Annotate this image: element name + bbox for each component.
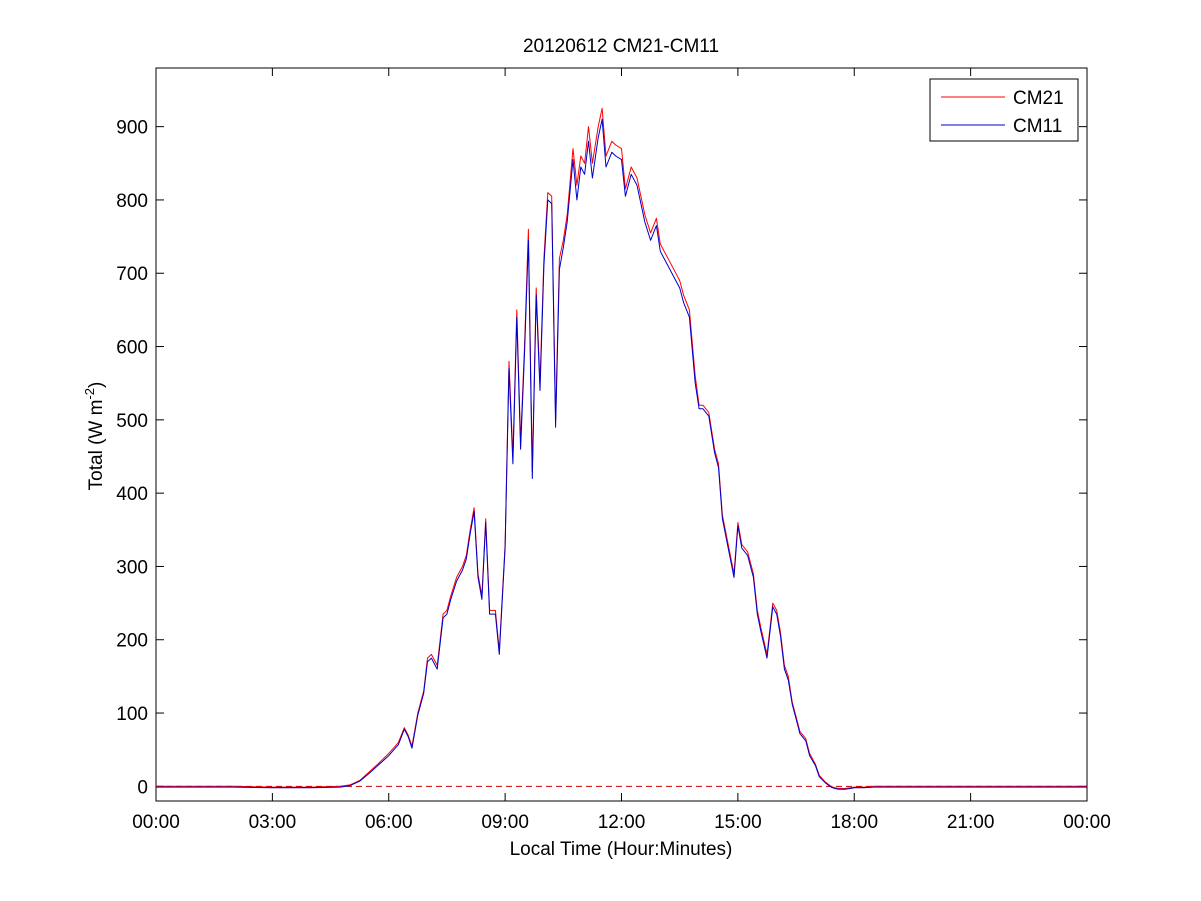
y-tick-label: 200 xyxy=(116,631,148,652)
x-tick-label: 09:00 xyxy=(481,812,529,833)
x-tick-label: 12:00 xyxy=(598,812,646,833)
legend-box xyxy=(929,78,1079,142)
y-axis-title: Total (W m-2) xyxy=(82,382,107,491)
y-tick-label: 600 xyxy=(116,338,148,359)
legend-label-cm11: CM11 xyxy=(1013,116,1062,137)
chart-title: 20120612 CM21-CM11 xyxy=(523,36,719,57)
y-axis-title-close: ) xyxy=(86,382,107,388)
y-axis-ticks: 0 100 200 300 400 500 600 700 800 900 xyxy=(116,118,1087,798)
x-axis-ticks: 00:00 03:00 06:00 09:00 12:00 15:00 18:00 21:00… xyxy=(132,68,1111,833)
y-tick-label: 100 xyxy=(116,704,148,725)
y-tick-label: 900 xyxy=(116,118,148,139)
y-tick-label: 300 xyxy=(116,557,148,578)
series-line-cm11 xyxy=(156,118,1087,790)
legend-label-cm21: CM21 xyxy=(1013,88,1064,109)
axes-box xyxy=(155,67,1088,802)
y-axis-title-superscript: -2 xyxy=(82,388,97,400)
x-tick-label: 00:00 xyxy=(1063,812,1111,833)
x-tick-label: 21:00 xyxy=(947,812,995,833)
y-tick-label: 800 xyxy=(116,191,148,212)
x-tick-label: 06:00 xyxy=(365,812,413,833)
series-layer xyxy=(156,107,1087,790)
y-axis-title-main: Total (W m xyxy=(86,400,107,491)
y-tick-label: 700 xyxy=(116,264,148,285)
x-tick-label: 00:00 xyxy=(132,812,180,833)
y-tick-label: 400 xyxy=(116,484,148,505)
legend: CM21 CM11 xyxy=(929,78,1079,142)
x-tick-label: 15:00 xyxy=(714,812,762,833)
y-tick-label: 0 xyxy=(137,777,148,798)
x-tick-label: 18:00 xyxy=(830,812,878,833)
x-tick-label: 03:00 xyxy=(249,812,297,833)
series-line-cm21 xyxy=(156,107,1087,789)
x-axis-title: Local Time (Hour:Minutes) xyxy=(510,839,733,860)
y-tick-label: 500 xyxy=(116,411,148,432)
